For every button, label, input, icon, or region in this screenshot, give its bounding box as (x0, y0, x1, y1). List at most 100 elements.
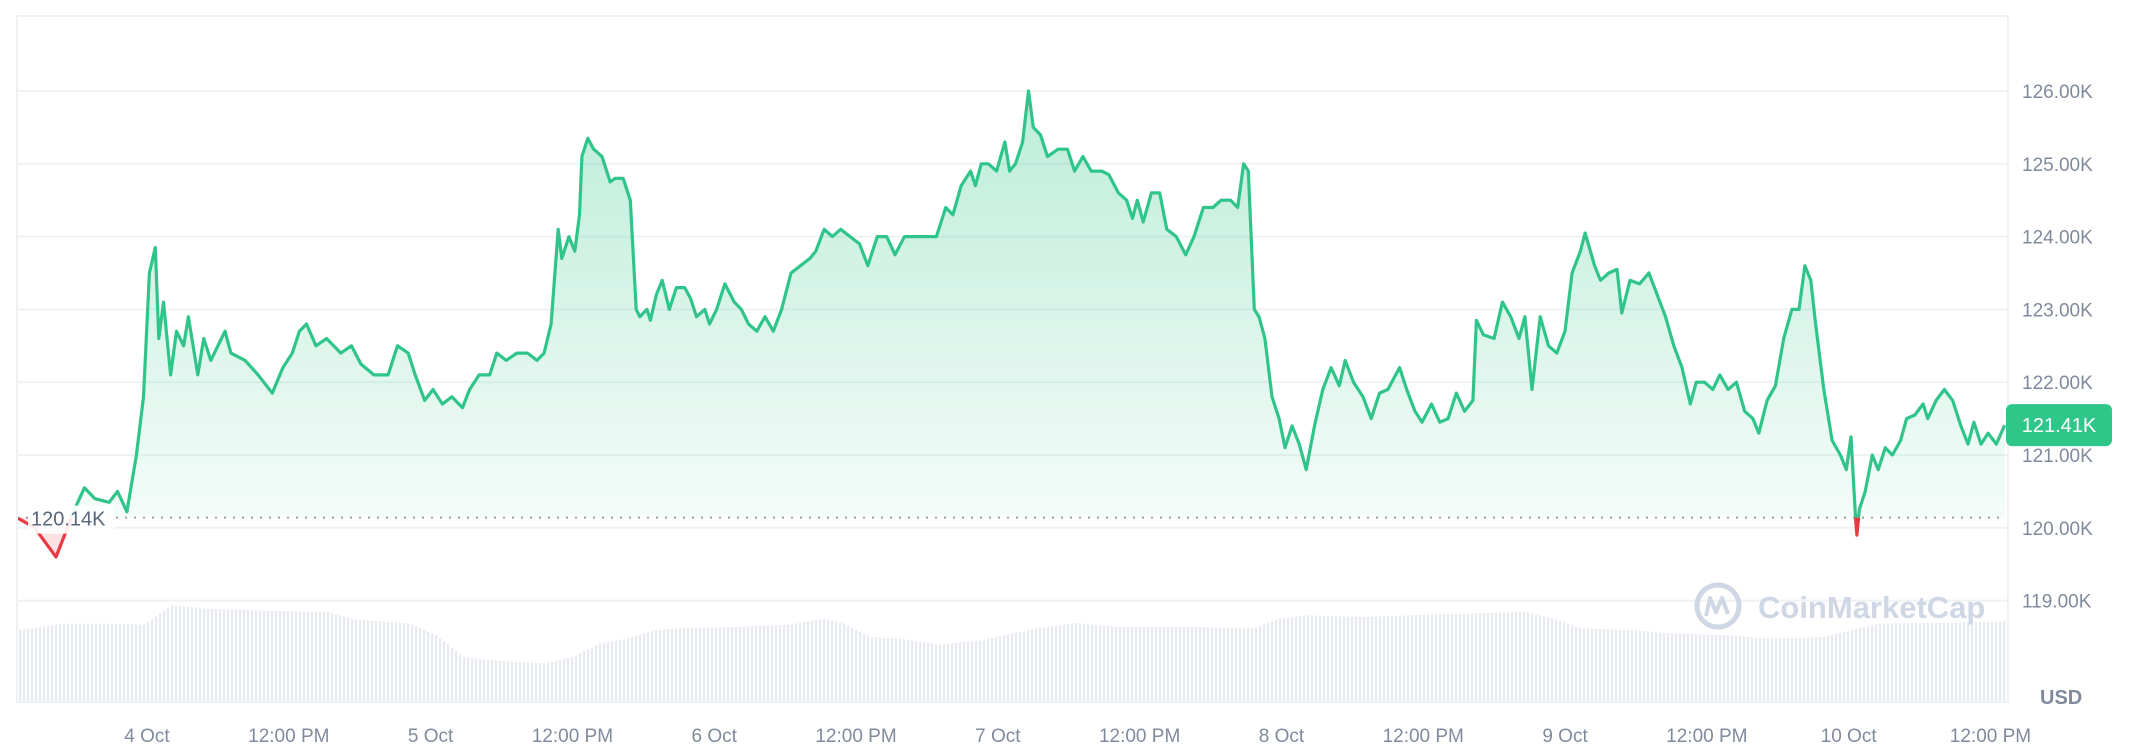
volume-bar (671, 628, 674, 702)
volume-bar (591, 647, 594, 702)
volume-bar (1519, 612, 1522, 702)
volume-bar (1751, 637, 1754, 702)
volume-bar (475, 658, 478, 702)
volume-bar (1447, 614, 1450, 702)
volume-bar (1355, 616, 1358, 702)
volume-bar (115, 623, 118, 702)
volume-bar (211, 608, 214, 702)
volume-bar (1963, 622, 1966, 702)
volume-bar (1011, 633, 1014, 702)
volume-bar (1647, 631, 1650, 702)
volume-bar (1079, 623, 1082, 702)
volume-bar (1331, 616, 1334, 702)
volume-bar (455, 651, 458, 702)
volume-bar (887, 637, 890, 702)
volume-bar (975, 640, 978, 702)
y-tick-label: 121.00K (2022, 446, 2093, 467)
volume-bar (1467, 613, 1470, 702)
volume-bar (1895, 623, 1898, 702)
volume-bar (1163, 627, 1166, 702)
volume-bar (1119, 627, 1122, 702)
volume-bar (315, 611, 318, 702)
volume-bar (1091, 624, 1094, 702)
volume-bar (1699, 634, 1702, 702)
volume-bar (1487, 612, 1490, 702)
volume-bar (1379, 616, 1382, 702)
volume-bar (695, 627, 698, 702)
volume-bar (1951, 622, 1954, 702)
volume-bar (527, 662, 530, 702)
volume-bar (1719, 635, 1722, 702)
x-tick-label: 12:00 PM (1383, 726, 1464, 747)
volume-bar (903, 639, 906, 702)
volume-bar (1511, 612, 1514, 702)
x-tick-label: 12:00 PM (1666, 726, 1747, 747)
volume-bar (611, 641, 614, 702)
volume-bar (835, 621, 838, 702)
volume-bar (999, 636, 1002, 702)
volume-bar (691, 627, 694, 702)
volume-bar (1007, 634, 1010, 702)
volume-bar (631, 637, 634, 702)
volume-bar (1891, 623, 1894, 702)
volume-bar (263, 610, 266, 702)
volume-bar (959, 642, 962, 702)
volume-bar (1319, 615, 1322, 702)
volume-bar (1019, 631, 1022, 702)
volume-bar (1711, 634, 1714, 702)
watermark-logo: CoinMarketCap (1694, 582, 1985, 630)
volume-bar (1779, 638, 1782, 702)
volume-bar (1363, 616, 1366, 702)
volume-bar (391, 622, 394, 702)
volume-bar (711, 627, 714, 702)
volume-bar (1651, 631, 1654, 702)
volume-bar (851, 627, 854, 702)
volume-bar (407, 623, 410, 702)
volume-bar (1691, 634, 1694, 702)
volume-bar (1695, 634, 1698, 702)
volume-bar (495, 660, 498, 702)
volume-bar (683, 627, 686, 702)
volume-bar (1323, 615, 1326, 702)
volume-bar (1543, 616, 1546, 702)
volume-bar (1603, 629, 1606, 702)
volume-bar (171, 605, 174, 702)
price-area (17, 91, 2005, 557)
volume-bar (423, 630, 426, 702)
volume-bar (123, 624, 126, 702)
volume-bar (1571, 625, 1574, 702)
currency-unit: USD (2040, 687, 2082, 709)
volume-bar (339, 615, 342, 702)
volume-bar (931, 643, 934, 702)
volume-bar (351, 618, 354, 702)
volume-bar (1491, 612, 1494, 702)
volume-bar (1399, 615, 1402, 702)
volume-bar (1055, 625, 1058, 702)
volume-bar (1403, 615, 1406, 702)
open-price-text: 120.14K (31, 509, 106, 531)
volume-bar (1171, 627, 1174, 702)
volume-bar (379, 621, 382, 702)
volume-bar (1795, 637, 1798, 702)
volume-bar (1155, 627, 1158, 702)
volume-bar (823, 618, 826, 702)
volume-bar (127, 624, 130, 702)
volume-bar (1635, 630, 1638, 702)
volume-bar (1427, 614, 1430, 702)
volume-bar (807, 621, 810, 702)
volume-bar (603, 642, 606, 702)
volume-bar (1075, 623, 1078, 702)
volume-bar (1707, 634, 1710, 702)
volume-bar (1871, 625, 1874, 702)
volume-bar (1791, 637, 1794, 702)
volume-bar (283, 611, 286, 702)
volume-bar (1211, 627, 1214, 702)
volume-bar (699, 627, 702, 702)
volume-bar (447, 644, 450, 702)
volume-bar (1615, 629, 1618, 702)
volume-bar (599, 643, 602, 702)
volume-bar (1187, 627, 1190, 702)
open-price-label: 120.14K (28, 505, 114, 534)
volume-bar (251, 610, 254, 702)
